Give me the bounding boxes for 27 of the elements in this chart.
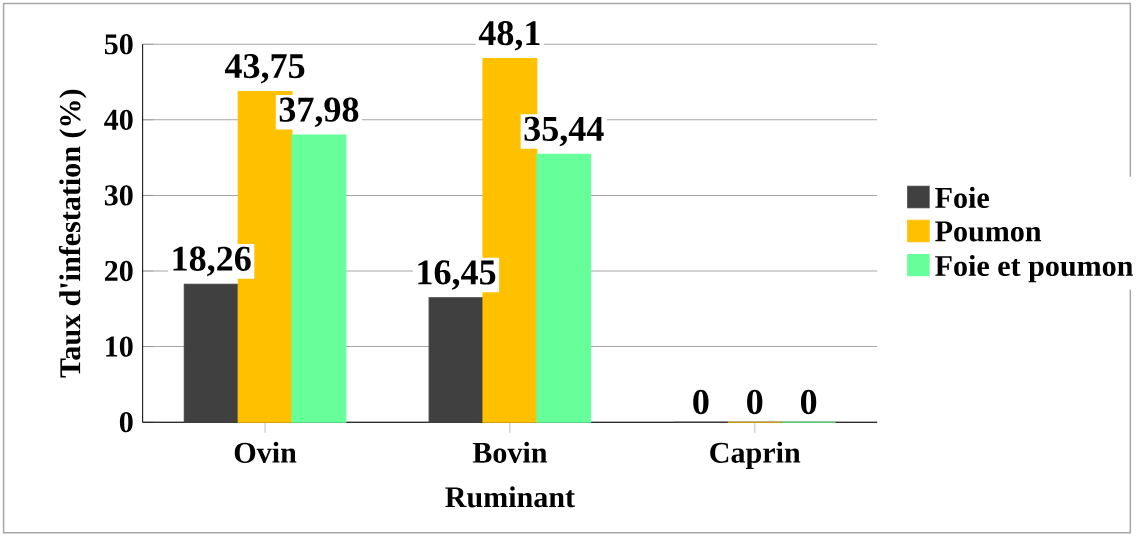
x-tick-label: Ovin	[234, 441, 297, 463]
y-tick-label: 20	[104, 260, 133, 281]
y-tick-label: 10	[106, 336, 133, 357]
y-tick-label: 30	[104, 185, 133, 206]
bar	[536, 153, 592, 423]
data-label: 0	[747, 389, 763, 415]
bar	[428, 297, 484, 423]
y-tick-label: 0	[119, 411, 133, 433]
y-tick-label: 40	[104, 109, 133, 130]
legend-label: Foie et poumon	[935, 254, 1133, 283]
x-tick-label: Caprin	[710, 441, 801, 469]
data-label: 16,45	[418, 260, 496, 290]
data-label: 0	[693, 389, 709, 415]
x-tick-label: Bovin	[472, 441, 548, 463]
legend-label: Foie	[935, 186, 989, 208]
data-label: 37,98	[279, 97, 359, 127]
bar	[291, 134, 347, 423]
data-label: 43,75	[224, 53, 305, 84]
y-axis-title: Taux d'infestation (%)	[58, 89, 87, 378]
legend-label: Poumon	[935, 221, 1042, 242]
y-tick-label: 50	[104, 33, 133, 55]
data-label: 0	[800, 389, 817, 415]
x-axis-title: Ruminant	[445, 486, 575, 508]
bar	[183, 283, 239, 423]
data-label: 48,1	[478, 20, 540, 51]
data-label: 35,44	[524, 116, 604, 147]
data-label: 18,26	[173, 246, 251, 276]
